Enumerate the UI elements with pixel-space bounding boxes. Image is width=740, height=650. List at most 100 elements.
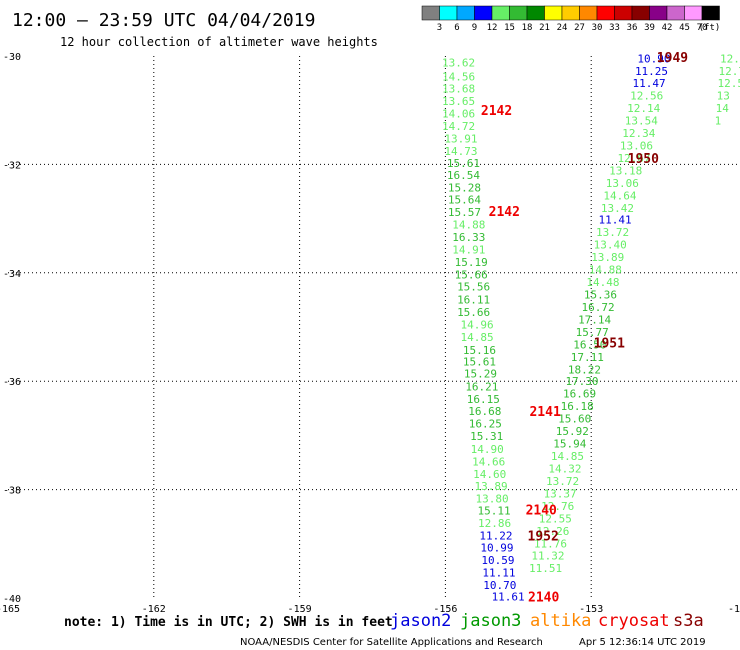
colorbar-label: 27: [574, 23, 585, 33]
data-point-label: 15.11: [477, 505, 510, 518]
data-point-label: 13.68: [442, 83, 475, 96]
time-label: 2140: [528, 590, 559, 605]
data-point-label: 17.11: [571, 351, 604, 364]
data-point-label: 15.66: [455, 268, 488, 281]
legend-entry: altika: [530, 611, 591, 631]
data-point-label: 11.41: [598, 214, 631, 227]
colorbar-swatch: [631, 5, 650, 21]
data-point-label: 14.85: [551, 450, 584, 463]
colorbar-swatch: [421, 5, 440, 21]
colorbar-label: 18: [522, 23, 533, 33]
colorbar-swatch: [596, 5, 615, 21]
data-point-label: 15.64: [448, 194, 481, 207]
colorbar-label: 42: [662, 23, 673, 33]
data-point-label: 13.91: [444, 132, 477, 145]
colorbar-swatch: [684, 5, 703, 21]
legend-entry: jason3: [460, 611, 521, 631]
time-label: 1952: [528, 530, 559, 545]
data-point-label: 12.55: [539, 512, 572, 525]
colorbar-label: 3: [437, 23, 442, 33]
data-point-label: 13.80: [476, 492, 509, 505]
colorbar-swatch: [526, 5, 545, 21]
data-point-label: 12.34: [622, 127, 655, 140]
data-point-label: 16.25: [469, 417, 502, 430]
chart-subtitle: 12 hour collection of altimeter wave hei…: [60, 35, 378, 49]
legend-entry: jason2: [390, 611, 451, 631]
data-point-label: 15.61: [447, 157, 480, 170]
data-point-label: 14.66: [472, 455, 505, 468]
data-point-label: 13: [717, 90, 730, 103]
footer-credit: NOAA/NESDIS Center for Satellite Applica…: [240, 637, 543, 648]
colorbar-label: 9: [472, 23, 477, 33]
data-point-label: 14.48: [586, 276, 619, 289]
time-label: 2141: [529, 405, 560, 420]
data-point-label: 18.22: [568, 363, 601, 376]
data-point-label: 12.26: [720, 53, 740, 66]
data-point-label: 15.92: [556, 425, 589, 438]
data-point-label: 16.69: [563, 388, 596, 401]
colorbar-swatch: [614, 5, 633, 21]
data-point-label: 1: [715, 114, 722, 127]
colorbar-label: 39: [644, 23, 655, 33]
data-point-label: 16.18: [561, 400, 594, 413]
data-point-label: 12.86: [478, 517, 511, 530]
data-point-label: 13.37: [544, 487, 577, 500]
colorbar-swatch: [474, 5, 493, 21]
data-point-label: 10.90: [637, 53, 670, 66]
colorbar-label: 24: [557, 23, 568, 33]
x-tick-label: -159: [288, 604, 312, 615]
time-label: 1949: [657, 51, 688, 66]
colorbar-label: 12: [487, 23, 498, 33]
data-point-label: 13.62: [442, 57, 475, 70]
data-point-label: 13.06: [620, 139, 653, 152]
data-point-label: 14.73: [444, 145, 477, 158]
data-point-label: 13.72: [546, 475, 579, 488]
data-point-label: 15.19: [455, 256, 488, 269]
data-point-label: 16.33: [452, 231, 485, 244]
data-point-label: 17.30: [565, 375, 598, 388]
data-point-label: 15.29: [464, 368, 497, 381]
data-point-label: 11.22: [479, 530, 512, 543]
x-tick-label: -153: [579, 604, 603, 615]
data-point-label: 14.88: [452, 219, 485, 232]
data-point-label: 11.47: [633, 77, 666, 90]
time-label: 2142: [481, 104, 512, 119]
data-point-label: 14.06: [442, 107, 475, 120]
colorbar-label: 45: [679, 23, 690, 33]
data-point-label: 13.06: [606, 177, 639, 190]
data-point-label: 16.11: [457, 293, 490, 306]
data-point-label: 16.72: [581, 301, 614, 314]
legend-entry: s3a: [673, 611, 704, 631]
data-point-label: 10.59: [481, 554, 514, 567]
data-point-label: 13.89: [591, 251, 624, 264]
data-point-label: 14.32: [548, 462, 581, 475]
data-point-label: 14.88: [589, 264, 622, 277]
data-point-label: 11.11: [482, 567, 515, 580]
data-point-label: 14.72: [442, 120, 475, 133]
time-label: 2142: [489, 205, 520, 220]
legend: jason2 jason3 altika cryosat s3a: [390, 611, 704, 631]
data-point-label: 13.65: [442, 95, 475, 108]
data-point-label: 17.14: [578, 313, 611, 326]
data-point-label: 15.66: [457, 306, 490, 319]
data-point-label: 13.18: [609, 164, 642, 177]
colorbar-swatch: [649, 5, 668, 21]
data-point-label: 15.31: [470, 430, 503, 443]
data-point-label: 10.70: [483, 579, 516, 592]
colorbar-label: 21: [539, 23, 550, 33]
data-point-label: 12.26: [536, 525, 569, 538]
time-label: 1950: [628, 152, 659, 167]
colorbar-swatch: [491, 5, 510, 21]
x-tick-label: -156: [433, 604, 457, 615]
data-point-label: 15.57: [448, 206, 481, 219]
chart-title: 12:00 — 23:59 UTC 04/04/2019: [12, 10, 315, 31]
data-point-label: 14.60: [473, 468, 506, 481]
data-point-label: 11.76: [534, 537, 567, 550]
data-point-label: 15.28: [448, 182, 481, 195]
data-point-label: 13.54: [625, 114, 658, 127]
data-point-label: 16.50: [573, 338, 606, 351]
data-point-label: 14.90: [471, 443, 504, 456]
colorbar-label: 6: [454, 23, 459, 33]
y-tick-label: -30: [3, 52, 21, 63]
